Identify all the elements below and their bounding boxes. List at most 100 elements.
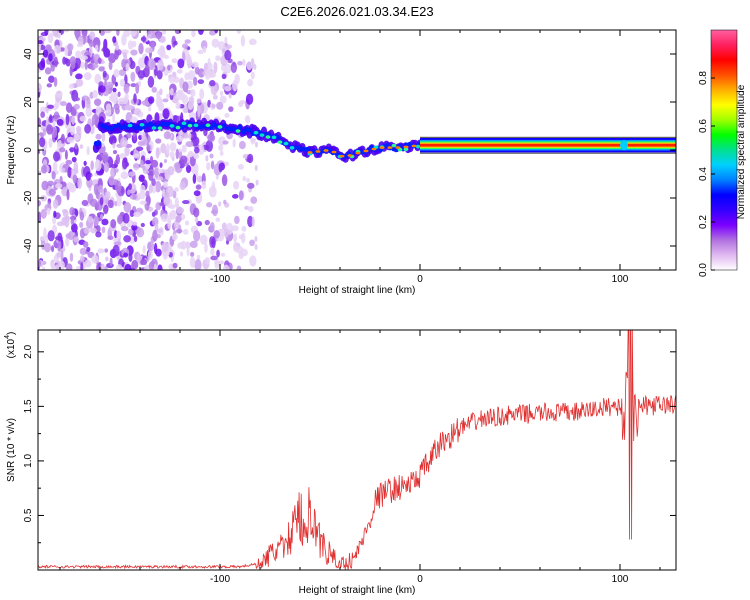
noise-speck: [112, 113, 116, 123]
noise-speck: [145, 159, 152, 165]
noise-speck: [147, 34, 152, 39]
noise-speck: [246, 61, 253, 71]
x-tick-label: -100: [210, 274, 230, 285]
noise-speck: [246, 177, 250, 183]
noise-speck: [140, 258, 147, 266]
noise-speck: [163, 181, 168, 188]
noise-speck: [48, 53, 53, 62]
noise-speck: [176, 207, 185, 214]
noise-speck: [83, 160, 87, 166]
noise-speck: [113, 168, 119, 173]
noise-speck: [219, 95, 227, 104]
noise-speck: [100, 213, 104, 220]
noise-speck: [135, 82, 140, 95]
noise-speck: [130, 83, 137, 88]
noise-speck: [122, 212, 130, 224]
noise-speck: [182, 81, 189, 93]
colorbar-tick-label: 0.2: [698, 215, 709, 229]
ridge-peak: [331, 150, 337, 154]
noise-speck: [233, 242, 237, 253]
noise-speck: [155, 248, 162, 257]
noise-speck: [145, 190, 150, 198]
noise-speck: [197, 144, 205, 156]
noise-speck: [191, 61, 199, 68]
noise-speck: [209, 71, 217, 78]
colorbar-gradient: [710, 29, 738, 271]
spectrogram-y-ticks: -40 -20 0 20 40: [23, 48, 676, 253]
noise-speck: [168, 76, 176, 83]
noise-speck: [188, 132, 192, 140]
ridge-peak: [387, 146, 393, 149]
noise-speck: [159, 88, 163, 96]
snr-x-label: Height of straight line (km): [299, 585, 416, 596]
noise-speck: [179, 181, 186, 191]
noise-speck: [77, 177, 83, 189]
noise-speck: [75, 50, 82, 59]
noise-speck: [204, 242, 208, 253]
noise-speck: [156, 69, 163, 80]
noise-speck: [101, 218, 109, 226]
noise-speck: [210, 83, 218, 96]
noise-speck: [211, 236, 216, 249]
noise-speck: [49, 114, 53, 122]
noise-speck: [53, 76, 58, 87]
noise-speck: [46, 165, 50, 173]
ridge-peak: [151, 126, 157, 130]
noise-speck: [68, 83, 75, 89]
x-tick-label: -100: [210, 574, 230, 585]
noise-speck: [38, 82, 42, 93]
ridge-blob: [385, 142, 390, 148]
noise-speck: [179, 251, 184, 257]
noise-speck: [191, 30, 196, 38]
noise-speck: [99, 197, 104, 206]
noise-speck: [138, 174, 145, 183]
ridge-blob: [327, 147, 332, 153]
noise-speck: [116, 194, 122, 207]
noise-speck: [112, 149, 118, 155]
noise-speck: [131, 259, 139, 270]
noise-speck: [48, 188, 56, 196]
noise-speck: [115, 180, 122, 193]
noise-speck: [108, 60, 113, 71]
noise-speck: [247, 78, 254, 87]
noise-speck: [61, 208, 68, 214]
noise-speck: [254, 141, 258, 148]
noise-speck: [190, 251, 195, 257]
noise-speck: [131, 224, 138, 231]
noise-speck: [123, 235, 132, 243]
noise-speck: [154, 167, 160, 178]
y-tick-label: 0.5: [23, 508, 34, 522]
noise-speck: [56, 46, 62, 54]
noise-speck: [95, 231, 102, 238]
noise-speck: [197, 30, 204, 36]
noise-speck: [39, 106, 47, 114]
noise-speck: [131, 221, 138, 226]
noise-speck: [121, 34, 127, 46]
svg-text:(x104): (x104): [4, 332, 17, 359]
noise-speck: [136, 227, 145, 238]
noise-speck: [59, 101, 67, 107]
noise-speck: [125, 63, 130, 72]
ridge-blob: [241, 129, 246, 135]
noise-speck: [171, 58, 178, 64]
noise-speck: [54, 264, 59, 270]
noise-speck: [165, 93, 170, 99]
ridge-peak: [193, 123, 199, 128]
noise-speck: [166, 44, 172, 51]
noise-speck: [147, 241, 155, 252]
noise-speck: [254, 236, 258, 243]
noise-speck: [65, 237, 70, 247]
colorbar-label: Normalized spectral amplitude: [736, 84, 747, 219]
ridge-blob: [148, 121, 153, 127]
noise-speck: [173, 40, 178, 46]
ridge-blob: [298, 146, 303, 152]
noise-speck: [215, 173, 219, 180]
noise-speck: [104, 248, 109, 253]
noise-speck: [169, 87, 174, 96]
noise-speck: [104, 30, 112, 34]
noise-speck: [155, 32, 162, 40]
noise-speck: [163, 131, 172, 140]
noise-speck: [148, 170, 154, 181]
noise-speck: [181, 144, 187, 153]
noise-speck: [84, 124, 91, 134]
